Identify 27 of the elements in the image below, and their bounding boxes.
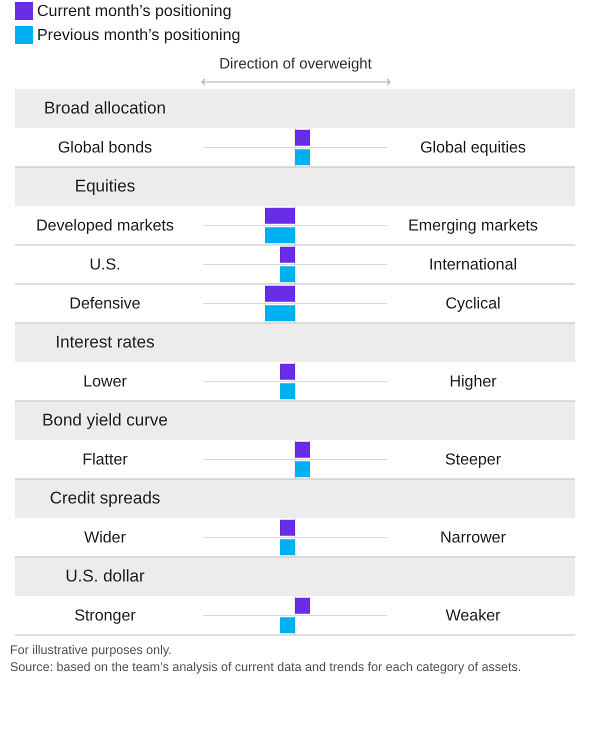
y-tick-label: Global bonds — [58, 140, 152, 156]
y2-tick-label: Narrower — [440, 530, 507, 546]
y-tick-label: U.S. — [89, 256, 121, 274]
y2-tick-label: Emerging markets — [408, 218, 538, 234]
y-tick-label: Lower — [83, 374, 128, 390]
y-tick-label: Broad allocation — [44, 98, 166, 118]
y2-tick-label: Higher — [449, 374, 498, 390]
legend-label: Current month’s positioning — [37, 3, 232, 20]
y2-tick-label: Steeper — [444, 452, 502, 468]
legend-label: Previous month’s positioning — [37, 27, 240, 44]
y-tick-label: Stronger — [74, 608, 136, 624]
y-tick-label: Wider — [84, 530, 127, 546]
y-tick-label: Flatter — [82, 452, 128, 468]
y2-tick-label: Weaker — [446, 608, 502, 624]
source-note: Source: based on the team’s analysis of current data and trends for each category of assets. — [10, 659, 522, 676]
y-tick-label: Bond yield curve — [42, 410, 168, 430]
y-tick-label: U.S. dollar — [65, 566, 146, 586]
y2-tick-label: Cyclical — [445, 296, 501, 312]
y-tick-label: Interest rates — [55, 332, 155, 352]
y-tick-label: Developed markets — [36, 218, 174, 234]
y2-tick-label: Global equities — [420, 140, 526, 156]
text: For illustrative purposes only. — [10, 642, 173, 659]
y-tick-label: Equities — [74, 176, 136, 196]
y-tick-label: Credit spreads — [50, 488, 160, 508]
y-tick-label: Defensive — [69, 296, 141, 312]
x-axis-title: Direction of overweight — [219, 56, 373, 72]
y2-tick-label: International — [428, 256, 518, 274]
